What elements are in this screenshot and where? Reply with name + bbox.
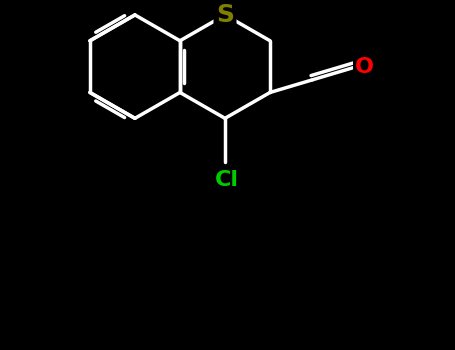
Text: O: O (355, 57, 374, 77)
Text: S: S (216, 3, 234, 27)
Text: Cl: Cl (215, 170, 239, 190)
